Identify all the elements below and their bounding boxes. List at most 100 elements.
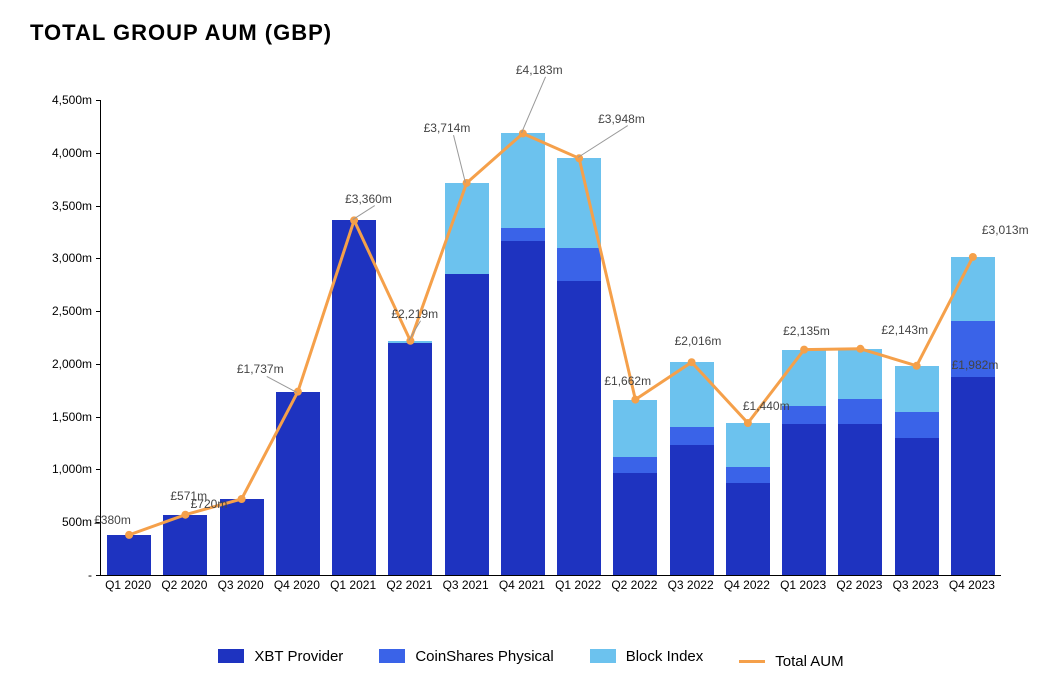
data-label: £1,440m	[743, 399, 790, 413]
y-tick-mark	[96, 311, 100, 312]
legend-item: CoinShares Physical	[379, 648, 553, 665]
x-tick-label: Q3 2021	[436, 578, 496, 592]
legend-item: XBT Provider	[218, 648, 343, 665]
bar-segment-xbt	[613, 473, 657, 575]
bar-segment-block	[613, 400, 657, 457]
bar-segment-block	[782, 350, 826, 406]
data-label: £3,013m	[982, 223, 1029, 237]
y-tick-label: 1,500m	[30, 410, 92, 424]
data-label: £1,662m	[604, 374, 651, 388]
bar-group	[332, 100, 376, 575]
data-label: £1,737m	[237, 362, 284, 376]
bar-segment-xbt	[557, 281, 601, 576]
x-tick-label: Q2 2023	[829, 578, 889, 592]
legend-label: CoinShares Physical	[415, 648, 553, 665]
x-tick-label: Q4 2021	[492, 578, 552, 592]
bar-segment-block	[445, 183, 489, 274]
x-tick-label: Q3 2020	[211, 578, 271, 592]
legend-item: Total AUM	[739, 653, 843, 670]
bar-segment-xbt	[388, 343, 432, 575]
y-tick-label: 4,000m	[30, 146, 92, 160]
x-tick-label: Q1 2021	[323, 578, 383, 592]
bar-group	[445, 100, 489, 575]
legend-swatch	[590, 649, 616, 663]
x-tick-label: Q3 2022	[661, 578, 721, 592]
bar-segment-block	[501, 133, 545, 227]
bar-segment-physical	[895, 412, 939, 437]
bar-segment-physical	[613, 457, 657, 473]
data-label: £380m	[94, 513, 131, 527]
plot-region	[100, 100, 1001, 576]
y-tick-mark	[96, 364, 100, 365]
bar-group	[557, 100, 601, 575]
legend-swatch	[739, 660, 765, 663]
y-tick-label: -	[30, 568, 92, 582]
x-tick-label: Q2 2022	[604, 578, 664, 592]
legend-label: Total AUM	[775, 653, 843, 670]
data-label: £720m	[191, 497, 228, 511]
bar-group	[276, 100, 320, 575]
bar-group	[613, 100, 657, 575]
chart-area: -500m1,000m1,500m2,000m2,500m3,000m3,500…	[100, 100, 1030, 575]
bar-segment-xbt	[107, 535, 151, 575]
data-label: £4,183m	[516, 63, 563, 77]
x-tick-label: Q4 2022	[717, 578, 777, 592]
y-tick-mark	[96, 100, 100, 101]
bar-segment-xbt	[501, 241, 545, 575]
y-tick-label: 1,000m	[30, 462, 92, 476]
bar-segment-xbt	[332, 220, 376, 575]
data-label: £2,016m	[675, 334, 722, 348]
x-tick-label: Q1 2023	[773, 578, 833, 592]
y-tick-label: 4,500m	[30, 93, 92, 107]
chart-container: TOTAL GROUP AUM (GBP) -500m1,000m1,500m2…	[0, 0, 1062, 676]
bar-segment-physical	[557, 248, 601, 281]
bar-segment-block	[895, 366, 939, 413]
bar-segment-xbt	[895, 438, 939, 575]
y-tick-mark	[96, 469, 100, 470]
bar-segment-block	[388, 341, 432, 343]
y-tick-mark	[96, 206, 100, 207]
legend-item: Block Index	[590, 648, 704, 665]
y-tick-label: 3,500m	[30, 199, 92, 213]
bar-group	[107, 100, 151, 575]
y-tick-label: 3,000m	[30, 251, 92, 265]
bar-segment-physical	[726, 467, 770, 483]
y-tick-label: 500m	[30, 515, 92, 529]
bar-segment-xbt	[951, 377, 995, 575]
legend-label: Block Index	[626, 648, 704, 665]
bar-segment-block	[557, 158, 601, 248]
x-tick-label: Q4 2023	[942, 578, 1002, 592]
bar-segment-physical	[501, 228, 545, 242]
bar-segment-block	[951, 257, 995, 321]
bar-segment-block	[670, 362, 714, 427]
data-label: £1,982m	[952, 358, 999, 372]
x-tick-label: Q1 2020	[98, 578, 158, 592]
legend-swatch	[379, 649, 405, 663]
y-tick-mark	[96, 575, 100, 576]
x-tick-label: Q2 2021	[379, 578, 439, 592]
y-tick-mark	[96, 153, 100, 154]
x-tick-label: Q4 2020	[267, 578, 327, 592]
bars-layer	[101, 100, 1001, 575]
bar-group	[501, 100, 545, 575]
bar-segment-physical	[670, 427, 714, 445]
x-tick-label: Q1 2022	[548, 578, 608, 592]
bar-segment-xbt	[838, 424, 882, 575]
data-label: £2,143m	[881, 323, 928, 337]
bar-segment-xbt	[782, 424, 826, 575]
bar-segment-block	[726, 423, 770, 467]
bar-segment-xbt	[163, 515, 207, 575]
legend: XBT Provider CoinShares Physical Block Ind…	[0, 648, 1062, 671]
bar-group	[895, 100, 939, 575]
x-tick-label: Q2 2020	[154, 578, 214, 592]
y-tick-label: 2,000m	[30, 357, 92, 371]
bar-group	[951, 100, 995, 575]
bar-group	[838, 100, 882, 575]
y-tick-mark	[96, 417, 100, 418]
legend-swatch	[218, 649, 244, 663]
bar-segment-xbt	[670, 445, 714, 575]
x-tick-label: Q3 2023	[886, 578, 946, 592]
chart-title: TOTAL GROUP AUM (GBP)	[30, 20, 1032, 46]
data-label: £2,219m	[391, 307, 438, 321]
data-label: £3,948m	[598, 112, 645, 126]
